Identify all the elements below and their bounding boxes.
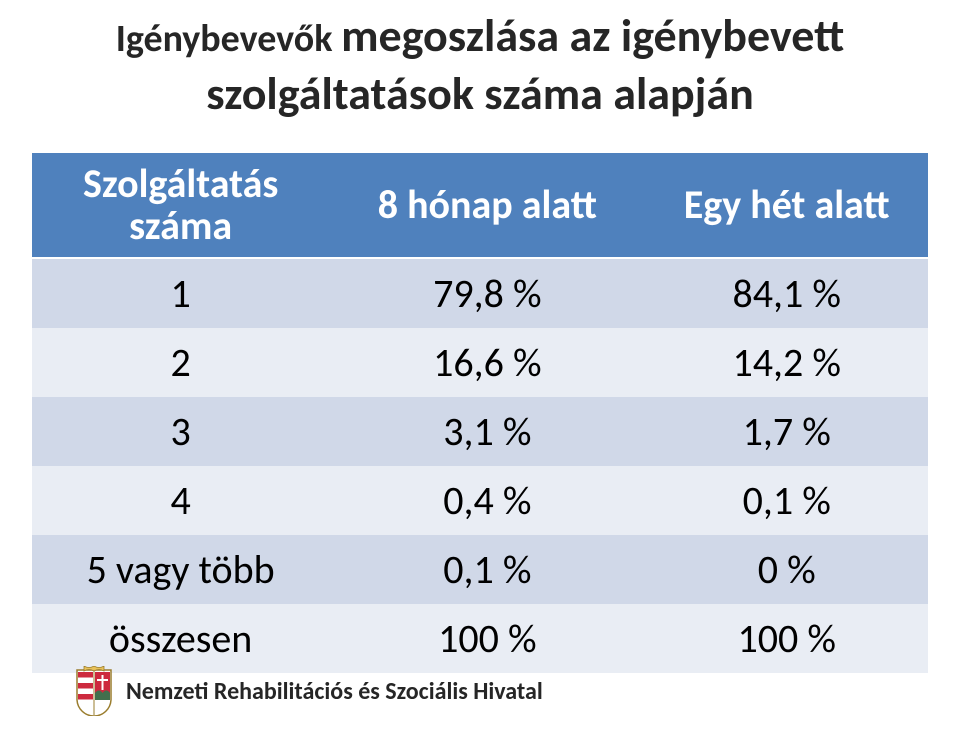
row-val-1w: 0 % — [645, 535, 928, 604]
col-header-line2: száma — [129, 201, 232, 250]
table-row: 3 3,1 % 1,7 % — [32, 397, 928, 466]
footer: Nemzeti Rehabilitációs és Szociális Hiva… — [76, 666, 543, 716]
title-line1a: Igénybevevők — [116, 16, 341, 62]
row-label: összesen — [32, 604, 329, 673]
row-label: 2 — [32, 328, 329, 397]
row-val-1w: 84,1 % — [645, 258, 928, 328]
hungary-coat-of-arms-icon — [76, 666, 112, 716]
table-row: 5 vagy több 0,1 % 0 % — [32, 535, 928, 604]
slide-title: Igénybevevők megoszlása az igénybevett s… — [0, 8, 960, 123]
row-val-8m: 100 % — [329, 604, 645, 673]
col-header-one-week: Egy hét alatt — [645, 152, 928, 258]
table-header-row: Szolgáltatás száma 8 hónap alatt Egy hét… — [32, 152, 928, 258]
slide: Igénybevevők megoszlása az igénybevett s… — [0, 0, 960, 742]
footer-text: Nemzeti Rehabilitációs és Szociális Hiva… — [126, 677, 543, 706]
table-row: összesen 100 % 100 % — [32, 604, 928, 673]
row-val-8m: 0,4 % — [329, 466, 645, 535]
row-label: 3 — [32, 397, 329, 466]
row-val-8m: 16,6 % — [329, 328, 645, 397]
row-val-8m: 0,1 % — [329, 535, 645, 604]
row-val-8m: 3,1 % — [329, 397, 645, 466]
row-val-1w: 14,2 % — [645, 328, 928, 397]
title-line2: szolgáltatások száma alapján — [0, 66, 960, 124]
table-row: 4 0,4 % 0,1 % — [32, 466, 928, 535]
title-line1b: megoszlása az igénybevett — [341, 8, 844, 64]
col-header-8-months: 8 hónap alatt — [329, 152, 645, 258]
table-row: 2 16,6 % 14,2 % — [32, 328, 928, 397]
row-val-1w: 1,7 % — [645, 397, 928, 466]
row-val-1w: 0,1 % — [645, 466, 928, 535]
row-val-1w: 100 % — [645, 604, 928, 673]
data-table: Szolgáltatás száma 8 hónap alatt Egy hét… — [32, 151, 928, 673]
row-label: 4 — [32, 466, 329, 535]
table-row: 1 79,8 % 84,1 % — [32, 258, 928, 328]
row-label: 1 — [32, 258, 329, 328]
row-label: 5 vagy több — [32, 535, 329, 604]
col-header-service-count: Szolgáltatás száma — [32, 152, 329, 258]
row-val-8m: 79,8 % — [329, 258, 645, 328]
